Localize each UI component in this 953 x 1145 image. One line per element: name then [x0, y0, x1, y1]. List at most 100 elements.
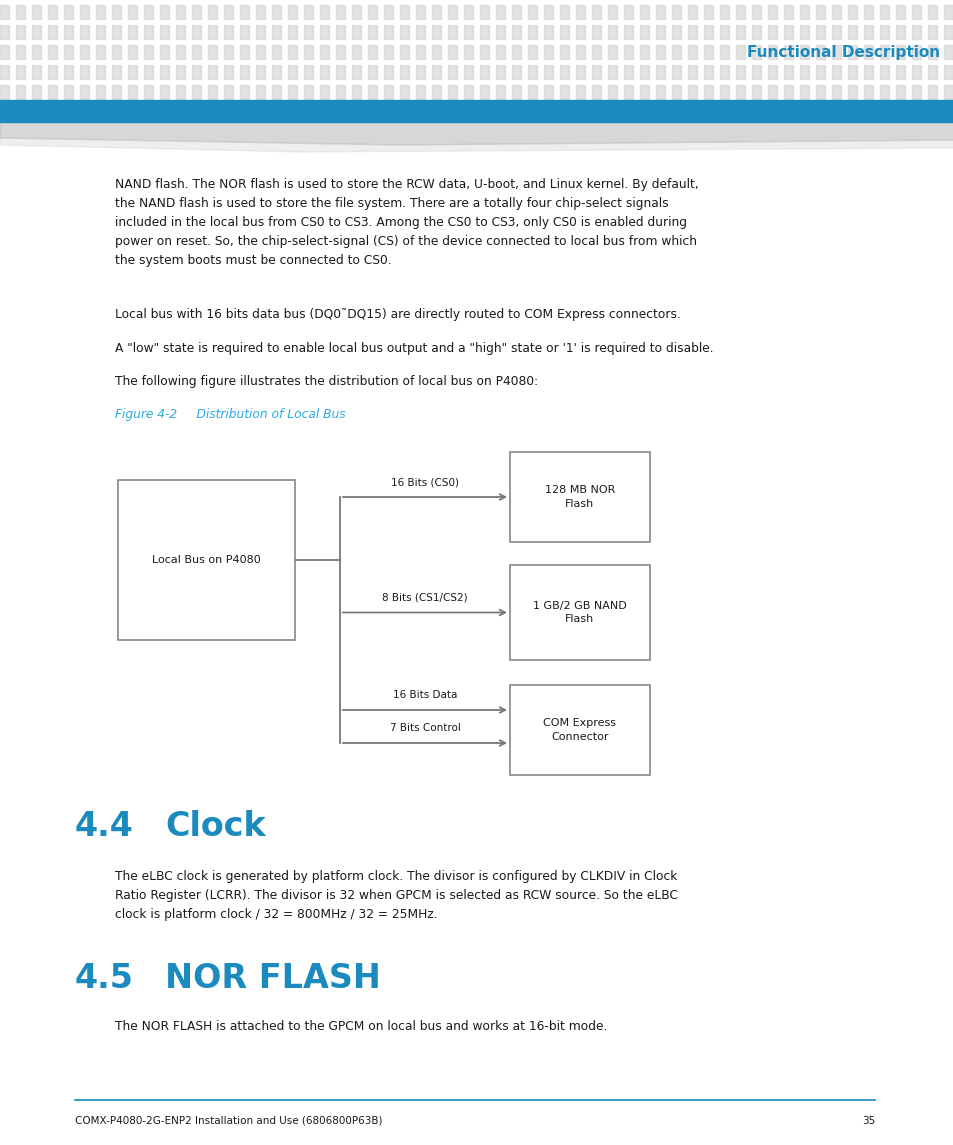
Bar	[64, 45, 73, 60]
Bar	[751, 45, 760, 60]
Bar	[32, 65, 41, 79]
Bar	[0, 100, 953, 123]
Bar	[831, 45, 841, 60]
Bar	[510, 685, 649, 775]
Bar	[815, 45, 824, 60]
Bar	[656, 25, 664, 39]
Bar	[80, 25, 89, 39]
Bar	[288, 45, 296, 60]
Bar	[607, 45, 617, 60]
Bar	[399, 85, 409, 98]
Bar	[368, 5, 376, 19]
Bar	[208, 65, 216, 79]
Bar	[656, 5, 664, 19]
Bar	[847, 5, 856, 19]
Text: NOR FLASH: NOR FLASH	[165, 962, 380, 995]
Text: COM Express
Connector: COM Express Connector	[543, 718, 616, 742]
Bar	[335, 85, 345, 98]
Bar	[656, 45, 664, 60]
Bar	[863, 5, 872, 19]
Bar	[751, 25, 760, 39]
Bar	[64, 65, 73, 79]
Bar	[831, 25, 841, 39]
Bar	[80, 5, 89, 19]
Bar	[639, 45, 648, 60]
Bar	[623, 85, 633, 98]
Bar	[352, 25, 360, 39]
Bar	[751, 5, 760, 19]
Text: 4.4: 4.4	[75, 810, 133, 843]
Bar	[512, 65, 520, 79]
Bar	[751, 85, 760, 98]
Bar	[335, 25, 345, 39]
Bar	[224, 25, 233, 39]
Bar	[783, 45, 792, 60]
Bar	[144, 25, 152, 39]
Bar	[576, 65, 584, 79]
Bar	[352, 85, 360, 98]
Bar	[671, 85, 680, 98]
Text: NAND flash. The NOR flash is used to store the RCW data, U-boot, and Linux kerne: NAND flash. The NOR flash is used to sto…	[115, 177, 698, 267]
Bar	[479, 5, 489, 19]
Bar	[80, 45, 89, 60]
Bar	[128, 45, 137, 60]
Bar	[479, 45, 489, 60]
Bar	[432, 65, 440, 79]
Bar	[831, 5, 841, 19]
Bar	[432, 85, 440, 98]
Bar	[48, 25, 57, 39]
Bar	[895, 45, 904, 60]
Bar	[304, 5, 313, 19]
Bar	[255, 45, 265, 60]
Text: 128 MB NOR
Flash: 128 MB NOR Flash	[544, 485, 615, 508]
Bar	[576, 45, 584, 60]
Bar	[592, 85, 600, 98]
Bar	[463, 45, 473, 60]
Text: The following figure illustrates the distribution of local bus on P4080:: The following figure illustrates the dis…	[115, 376, 537, 388]
Bar	[767, 45, 776, 60]
Bar	[448, 5, 456, 19]
Bar	[48, 65, 57, 79]
Bar	[879, 85, 888, 98]
Bar	[432, 25, 440, 39]
Bar	[288, 5, 296, 19]
Bar	[272, 5, 281, 19]
Bar	[416, 25, 424, 39]
Bar	[879, 5, 888, 19]
Bar	[687, 65, 697, 79]
Bar	[240, 5, 249, 19]
Bar	[607, 25, 617, 39]
Bar	[335, 5, 345, 19]
Bar	[943, 45, 952, 60]
Bar	[32, 25, 41, 39]
Bar	[384, 25, 393, 39]
Bar	[863, 25, 872, 39]
Bar	[144, 45, 152, 60]
Bar	[118, 480, 294, 640]
Bar	[656, 85, 664, 98]
Bar	[335, 65, 345, 79]
Bar	[416, 45, 424, 60]
Bar	[224, 5, 233, 19]
Bar	[927, 5, 936, 19]
Text: 16 Bits (CS0): 16 Bits (CS0)	[391, 477, 458, 487]
Bar	[879, 65, 888, 79]
Bar	[288, 85, 296, 98]
Bar	[288, 25, 296, 39]
Bar	[527, 5, 537, 19]
Bar	[304, 85, 313, 98]
Text: A "low" state is required to enable local bus output and a "high" state or '1' i: A "low" state is required to enable loca…	[115, 342, 713, 355]
Bar	[272, 45, 281, 60]
Bar	[735, 25, 744, 39]
Bar	[16, 65, 25, 79]
Bar	[543, 45, 553, 60]
Bar	[800, 65, 808, 79]
Bar	[96, 65, 105, 79]
Bar	[800, 5, 808, 19]
Bar	[0, 85, 9, 98]
Bar	[895, 25, 904, 39]
Bar	[224, 45, 233, 60]
Bar	[96, 85, 105, 98]
Bar	[543, 65, 553, 79]
Bar	[368, 85, 376, 98]
